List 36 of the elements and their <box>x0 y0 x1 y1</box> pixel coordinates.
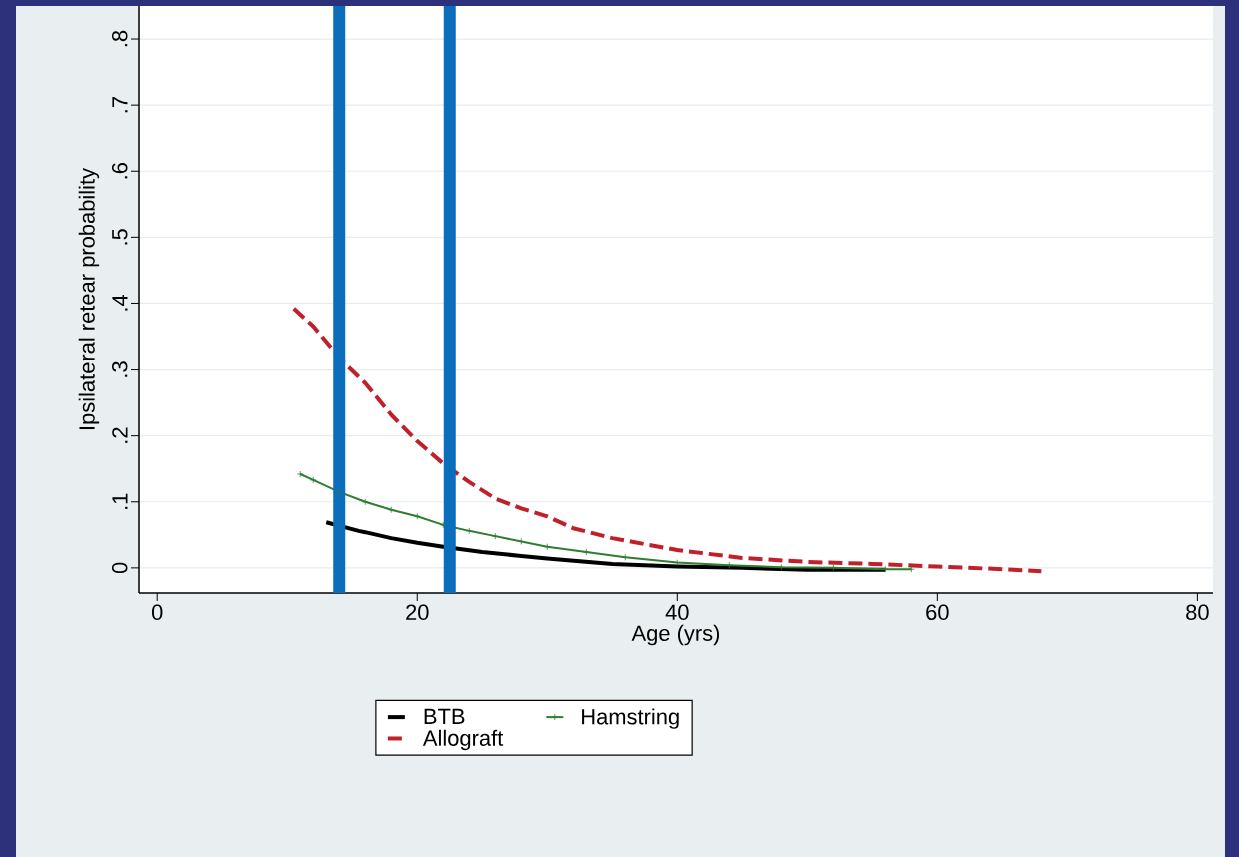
y-tick-label: 0 <box>111 562 128 574</box>
legend-label: Allograft <box>422 729 504 751</box>
point <box>296 470 304 478</box>
point <box>491 532 499 540</box>
y-tick-label: .8 <box>111 30 128 47</box>
point <box>829 564 837 572</box>
point <box>621 553 629 561</box>
point <box>465 527 473 535</box>
y-tick-label: .3 <box>111 361 128 377</box>
point <box>439 521 447 529</box>
y-tick-label: .1 <box>112 493 128 509</box>
legend-label: BTB <box>424 708 465 724</box>
point <box>413 512 421 520</box>
point <box>517 538 525 545</box>
x-axis-title: Age (yrs) <box>631 624 720 646</box>
y-axis-title: Ipsilateral retear probability <box>78 168 100 430</box>
x-tick-label: 20 <box>406 604 429 621</box>
line-series <box>324 520 888 572</box>
line-series <box>291 306 1044 574</box>
y-tick-label: .6 <box>111 163 128 179</box>
y-tick-label: .2 <box>112 427 128 443</box>
x-tick-label: 60 <box>926 604 949 621</box>
legend-label: Hamstring <box>582 708 679 729</box>
point <box>335 488 343 496</box>
x-tick-label: 80 <box>1186 604 1209 621</box>
point <box>387 506 395 514</box>
point <box>361 498 369 506</box>
x-tick-label: 40 <box>665 604 689 621</box>
y-tick-label: .4 <box>112 294 128 311</box>
point <box>309 476 317 484</box>
point <box>543 543 551 551</box>
point <box>582 548 590 556</box>
point <box>907 565 915 573</box>
x-tick-label: 0 <box>151 604 163 621</box>
y-tick-label: .7 <box>112 97 128 113</box>
y-tick-label: .5 <box>112 229 128 245</box>
